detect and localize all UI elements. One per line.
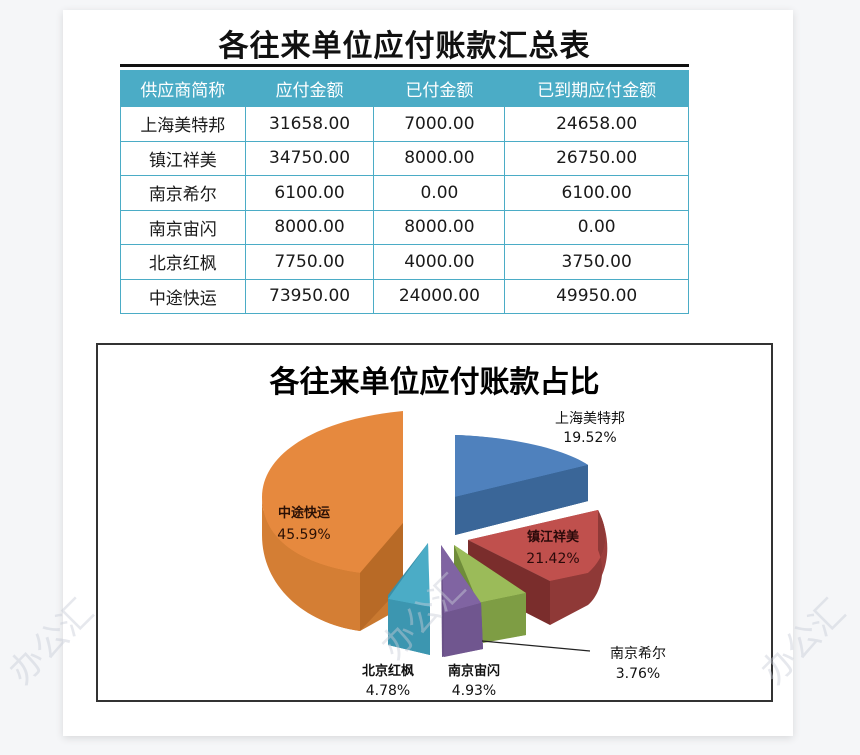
cell-payable: 31658.00	[244, 106, 375, 142]
cell-supplier: 南京宙闪	[120, 209, 246, 245]
cell-due: 6100.00	[504, 175, 689, 211]
slice-nanjing-zhoushan	[441, 545, 483, 657]
label-zhongtu-name: 中途快运	[278, 505, 330, 521]
pie-chart: 上海美特邦 19.52% 镇江祥美 21.42% 南京希尔 3.76% 南京宙闪…	[262, 411, 666, 699]
cell-supplier: 上海美特邦	[120, 106, 246, 142]
chart-title: 各往来单位应付账款占比	[269, 366, 600, 399]
cell-supplier: 中途快运	[120, 278, 246, 314]
table-header-row: 供应商简称 应付金额 已付金额 已到期应付金额	[120, 70, 689, 107]
cell-payable: 7750.00	[244, 244, 375, 280]
label-zhoushan-pct: 4.93%	[452, 683, 496, 699]
cell-payable: 34750.00	[244, 140, 375, 176]
cell-payable: 8000.00	[244, 209, 375, 245]
label-zhenjiang-name: 镇江祥美	[527, 529, 580, 545]
cell-supplier: 镇江祥美	[120, 140, 246, 176]
column-header-supplier: 供应商简称	[120, 70, 246, 107]
leader-line	[481, 640, 591, 652]
cell-paid: 7000.00	[373, 106, 506, 142]
table-row: 上海美特邦 31658.00 7000.00 24658.00	[120, 106, 689, 142]
table-row: 北京红枫 7750.00 4000.00 3750.00	[120, 244, 689, 280]
sheet-title: 各往来单位应付账款汇总表	[218, 29, 591, 64]
title-underline	[120, 64, 689, 67]
cell-supplier: 南京希尔	[120, 175, 246, 211]
label-zhenjiang-pct: 21.42%	[526, 551, 579, 567]
cell-due: 26750.00	[504, 140, 689, 176]
cell-payable: 73950.00	[244, 278, 375, 314]
slice-shanghai	[455, 435, 588, 535]
slice-zhongtu	[262, 411, 403, 631]
cell-paid: 8000.00	[373, 140, 506, 176]
table-row: 中途快运 73950.00 24000.00 49950.00	[120, 278, 689, 314]
cell-paid: 8000.00	[373, 209, 506, 245]
label-shanghai-pct: 19.52%	[563, 430, 616, 446]
cell-due: 24658.00	[504, 106, 689, 142]
table-row: 南京宙闪 8000.00 8000.00 0.00	[120, 209, 689, 245]
label-xier-pct: 3.76%	[616, 666, 660, 682]
cell-paid: 4000.00	[373, 244, 506, 280]
column-header-paid: 已付金额	[373, 70, 506, 107]
cell-payable: 6100.00	[244, 175, 375, 211]
payables-summary-table: 供应商简称 应付金额 已付金额 已到期应付金额 上海美特邦 31658.00 7…	[120, 70, 689, 314]
label-hongfeng-name: 北京红枫	[362, 663, 414, 679]
data-labels: 上海美特邦 19.52% 镇江祥美 21.42% 南京希尔 3.76% 南京宙闪…	[277, 411, 666, 699]
cell-paid: 0.00	[373, 175, 506, 211]
label-xier-name: 南京希尔	[610, 646, 666, 662]
table-row: 南京希尔 6100.00 0.00 6100.00	[120, 175, 689, 211]
slice-beijing-hongfeng	[388, 543, 430, 655]
cell-due: 3750.00	[504, 244, 689, 280]
label-hongfeng-pct: 4.78%	[366, 683, 410, 699]
cell-paid: 24000.00	[373, 278, 506, 314]
column-header-due: 已到期应付金额	[504, 70, 689, 107]
table-row: 镇江祥美 34750.00 8000.00 26750.00	[120, 140, 689, 176]
column-header-payable: 应付金额	[244, 70, 375, 107]
pie-chart-frame: 各往来单位应付账款占比	[96, 343, 773, 702]
cell-due: 49950.00	[504, 278, 689, 314]
label-shanghai-name: 上海美特邦	[555, 411, 625, 427]
label-zhoushan-name: 南京宙闪	[448, 663, 500, 679]
cell-supplier: 北京红枫	[120, 244, 246, 280]
cell-due: 0.00	[504, 209, 689, 245]
label-zhongtu-pct: 45.59%	[277, 527, 330, 543]
